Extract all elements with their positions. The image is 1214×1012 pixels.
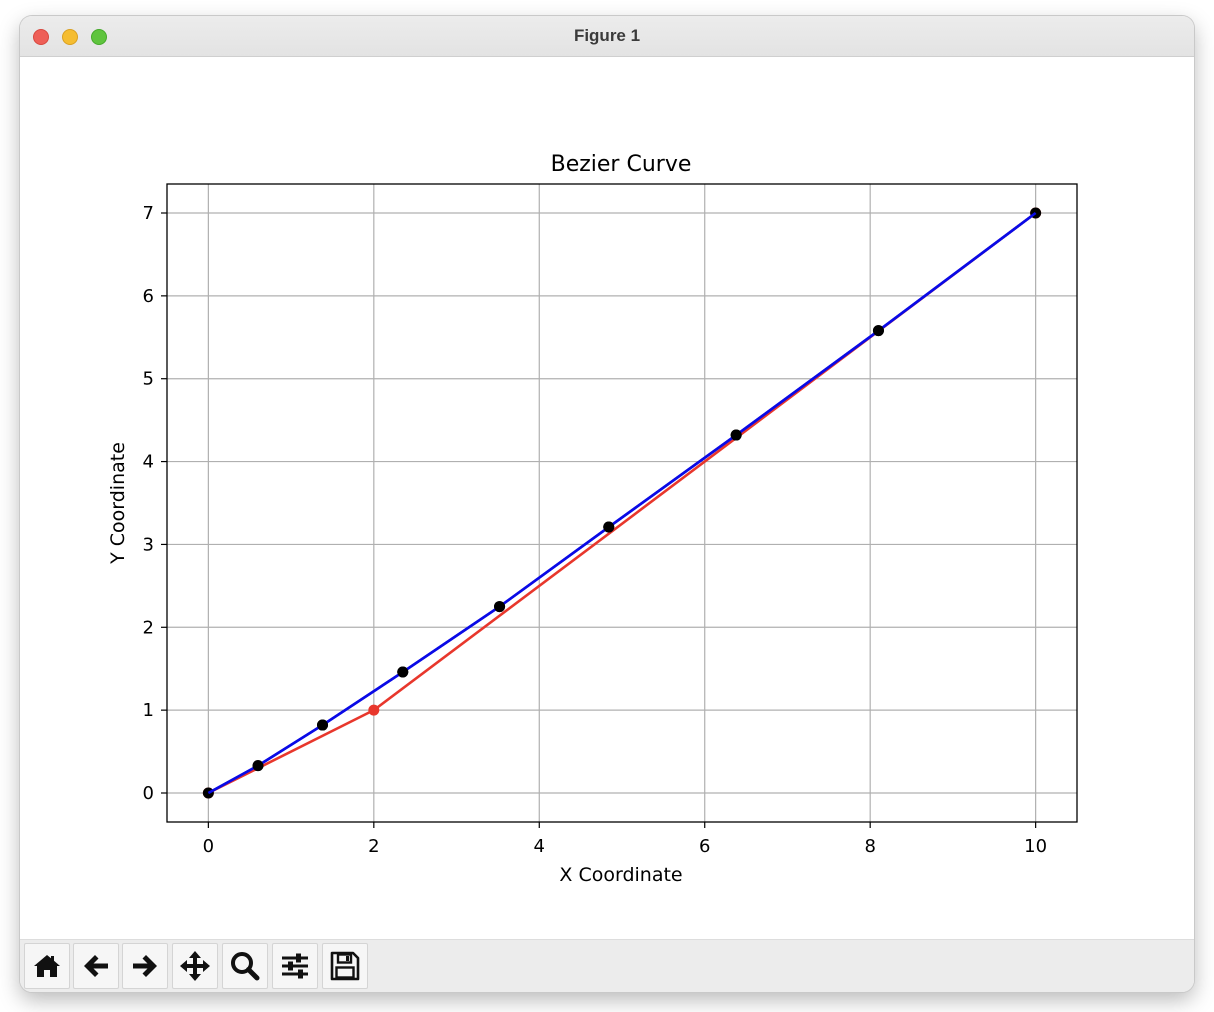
move-arrows-icon [180, 951, 210, 981]
zoom-window-button[interactable] [91, 29, 107, 45]
zoom-button[interactable] [222, 943, 268, 989]
chart-title: Bezier Curve [551, 152, 692, 177]
series-line-1 [207, 211, 1037, 795]
series-2-point-overlay [317, 719, 329, 731]
arrow-right-icon [133, 955, 157, 977]
minimize-window-button[interactable] [62, 29, 78, 45]
window-title: Figure 1 [573, 26, 641, 45]
x-axis-label: X Coordinate [559, 864, 682, 886]
home-icon [34, 955, 60, 977]
tick-layer: 0 2 4 6 8 10 0 1 2 3 4 5 6 7 [143, 203, 1048, 857]
series-line-overlay [207, 211, 1037, 795]
save-button[interactable] [322, 943, 368, 989]
y-tick-label: 1 [143, 700, 154, 721]
navigation-toolbar [20, 939, 1194, 992]
x-tick-label: 0 [203, 836, 214, 857]
arrow-left-icon [84, 955, 108, 977]
y-tick-label: 0 [143, 783, 154, 804]
bezier-chart[interactable]: Bezier Curve 0 2 4 6 8 10 0 1 2 3 4 5 6 7 X Coordinat… [20, 57, 1194, 939]
sliders-icon [282, 953, 308, 979]
series-2-point-overlay [872, 325, 884, 337]
home-button[interactable] [24, 943, 70, 989]
configure-subplots-button[interactable] [272, 943, 318, 989]
y-tick-label: 6 [143, 286, 154, 307]
series-layer [202, 207, 1042, 799]
plot-area-frame [166, 183, 1078, 823]
back-button[interactable] [73, 943, 119, 989]
x-tick-label: 6 [699, 836, 710, 857]
x-tick-label: 4 [534, 836, 545, 857]
pan-button[interactable] [172, 943, 218, 989]
series-1-point [368, 704, 380, 716]
x-tick-label: 10 [1024, 836, 1047, 857]
floppy-disk-icon [330, 951, 360, 981]
series-2-point-overlay [252, 760, 264, 772]
close-window-button[interactable] [33, 29, 49, 45]
series-2-point-overlay [730, 429, 742, 441]
series-2-point-overlay [494, 601, 506, 613]
y-tick-label: 3 [143, 534, 154, 555]
magnifier-icon [231, 952, 260, 981]
series-2-point-overlay [603, 521, 615, 533]
x-tick-label: 8 [864, 836, 875, 857]
forward-button[interactable] [122, 943, 168, 989]
x-tick-label: 2 [368, 836, 379, 857]
y-tick-label: 5 [143, 369, 154, 390]
series-2-point-overlay [397, 666, 409, 678]
y-tick-label: 4 [143, 452, 154, 473]
figure-canvas[interactable]: Bezier Curve 0 2 4 6 8 10 0 1 2 3 4 5 6 7 X Coordinat… [20, 57, 1194, 939]
y-tick-label: 2 [143, 617, 154, 638]
figure-window: Figure 1 Bezier Curve 0 2 4 6 8 10 0 1 2 3 4 5 6 7 X … [20, 16, 1194, 992]
series-line-2 [207, 211, 1037, 795]
y-tick-label: 7 [143, 203, 154, 224]
y-axis-label: Y Coordinate [107, 442, 129, 565]
title-bar[interactable]: Figure 1 [20, 16, 1194, 57]
grid-lines [167, 184, 1077, 822]
